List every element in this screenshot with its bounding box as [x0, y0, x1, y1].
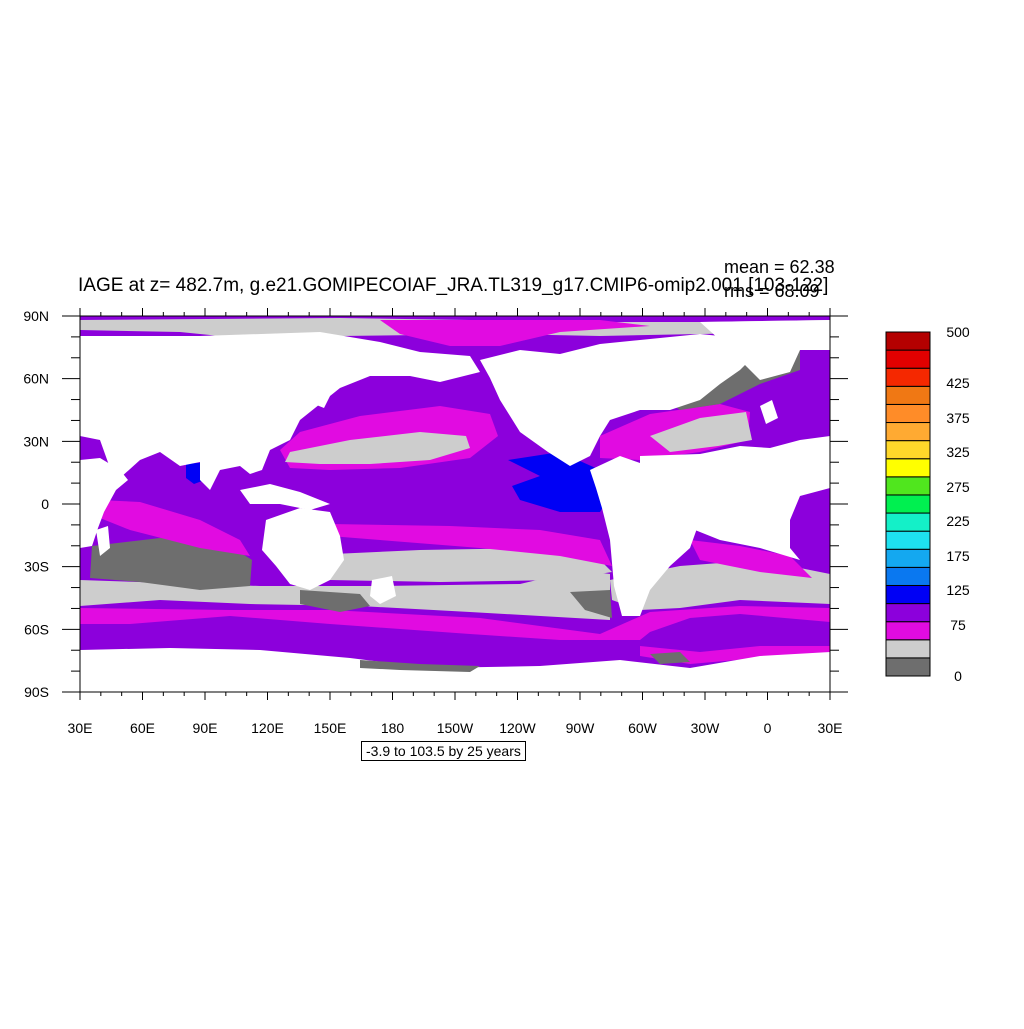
atlantic-south-0: [570, 590, 612, 618]
lat-tick-label: 30S: [24, 559, 49, 575]
colorbar-box: [885, 440, 931, 460]
lon-tick-label: 180: [381, 720, 405, 736]
colorbar-box: [885, 548, 931, 568]
colorbar-box: [885, 639, 931, 659]
lat-ticks: 90N 60N 30N 0 30S 60S 90S: [23, 308, 848, 700]
lon-ticks: 30E 60E 90E 120E 150E 180 150W 120W 90W 60W 30W 0 30…: [68, 308, 843, 736]
lat-tick-label: 60S: [24, 621, 49, 637]
contour-info-box: -3.9 to 103.5 by 25 years: [361, 741, 526, 761]
antarctic-shelf-0b: [650, 652, 690, 664]
lon-tick-label: 120E: [251, 720, 284, 736]
south-atlantic-subtropical-50: [690, 540, 812, 578]
lon-tick-label: 90W: [566, 720, 596, 736]
indian-ocean-0: [90, 538, 252, 590]
eastern-pacific-100: [508, 452, 610, 512]
map-field: [80, 316, 830, 692]
colorbar-box: [885, 403, 931, 424]
lon-tick-label: 60E: [130, 720, 155, 736]
indian-ocean-south-0: [300, 590, 370, 612]
lon-tick-label: 30E: [68, 720, 93, 736]
colorbar-box: [885, 530, 931, 550]
colorbar-box: [885, 476, 931, 496]
colorbar-label: 175: [946, 548, 970, 564]
colorbar-label: 75: [950, 617, 966, 633]
land-masses: [80, 320, 830, 692]
colorbar-box: [885, 422, 931, 442]
lon-tick-label: 90E: [193, 720, 218, 736]
indonesia-land: [240, 484, 330, 510]
lon-tick-label: 120W: [499, 720, 536, 736]
eurasia-land: [80, 332, 480, 490]
lat-tick-label: 90N: [23, 308, 49, 324]
colorbar-box: [885, 657, 931, 677]
colorbar-box: [885, 603, 931, 623]
colorbar-box: [885, 621, 931, 641]
colorbar-label: 225: [946, 513, 970, 529]
africa-east-land: [640, 436, 830, 560]
lat-tick-label: 60N: [23, 371, 49, 387]
south-indian-50: [98, 500, 250, 556]
colorbar-label: 275: [946, 479, 970, 495]
colorbar-box: [885, 512, 931, 532]
colorbar-label: 0: [954, 668, 962, 684]
south-pacific-subtropical-50: [330, 524, 612, 566]
colorbar-box: [885, 331, 931, 351]
colorbar-label: 425: [946, 375, 970, 391]
south-america-land: [590, 456, 700, 616]
colorbar: 0 75 125 175 225 275 325 375 425 500: [885, 324, 970, 684]
lon-tick-label: 150W: [437, 720, 474, 736]
north-pacific-25: [285, 432, 470, 464]
lon-tick-label: 0: [764, 720, 772, 736]
lon-tick-label: 150E: [314, 720, 347, 736]
plot-title: IAGE at z= 482.7m, g.e21.GOMIPECOIAF_JRA…: [78, 275, 829, 296]
colorbar-label: 125: [946, 582, 970, 598]
arctic-50: [380, 320, 650, 346]
africa-land: [80, 458, 128, 548]
rms-text: rms = 68.09: [724, 281, 820, 301]
colorbar-box: [885, 566, 931, 586]
colorbar-label: 375: [946, 410, 970, 426]
greenland-land: [700, 320, 830, 380]
colorbar-box: [885, 349, 931, 369]
lat-tick-label: 30N: [23, 433, 49, 449]
lon-tick-label: 60W: [628, 720, 658, 736]
australia-land: [262, 508, 344, 590]
lon-tick-label: 30E: [818, 720, 843, 736]
lat-tick-label: 90S: [24, 684, 49, 700]
lon-tick-label: 30W: [691, 720, 721, 736]
colorbar-box: [885, 385, 931, 405]
colorbar-label: 500: [946, 324, 970, 340]
japan-land: [310, 382, 330, 408]
mean-text: mean = 62.38: [724, 257, 835, 277]
colorbar-box: [885, 584, 931, 605]
colorbar-label: 325: [946, 444, 970, 460]
north-america-land: [480, 334, 760, 466]
uk-land: [760, 400, 778, 424]
madagascar-land: [96, 526, 110, 556]
colorbar-box: [885, 458, 931, 478]
antarctic-shelf-0: [360, 660, 480, 672]
south-pacific-25: [290, 548, 612, 582]
colorbar-box: [885, 494, 931, 514]
colorbar-box: [885, 367, 931, 387]
lat-tick-label: 0: [41, 496, 49, 512]
southern-ocean-band-50: [80, 606, 830, 640]
new-zealand-land: [370, 576, 396, 604]
north-atlantic-25: [650, 412, 752, 452]
